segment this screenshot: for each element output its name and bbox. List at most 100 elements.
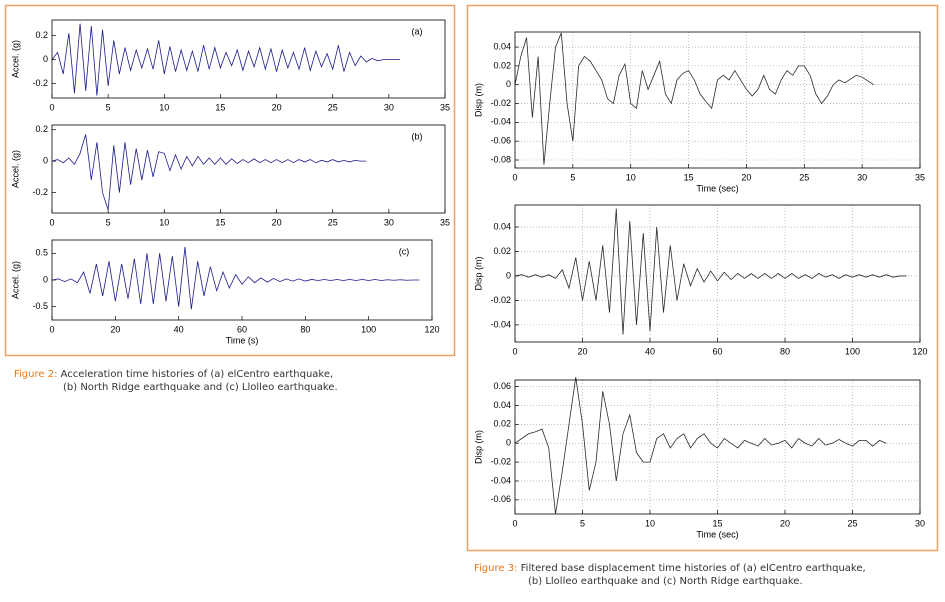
caption-label: Figure 3:: [474, 563, 517, 574]
y-tick-label: -0.04: [490, 475, 511, 485]
plot-frame: [514, 31, 921, 169]
y-tick-label: 0: [43, 54, 48, 64]
y-tick-label: -0.04: [490, 117, 511, 127]
data-line: [51, 246, 420, 310]
y-tick-label: 0: [506, 79, 511, 89]
y-tick-label: -0.06: [490, 494, 511, 504]
x-tick-label: 30: [384, 217, 394, 227]
y-tick-label: 0.2: [35, 124, 48, 134]
data-line: [514, 32, 874, 165]
plot-area: [52, 20, 445, 98]
x-tick-label: 40: [645, 346, 655, 356]
x-tick-label: 25: [328, 217, 338, 227]
caption-text: (b) North Ridge earthquake and (c) Lloll…: [63, 382, 338, 393]
y-tick-label: 0.04: [493, 41, 511, 51]
plot-frame: [51, 239, 433, 321]
y-axis-label: Disp (m): [473, 257, 483, 291]
x-tick-label: 30: [915, 518, 925, 528]
x-tick-label: 20: [272, 102, 282, 112]
x-axis-label: Time (s): [226, 335, 259, 345]
x-tick-label: 10: [159, 217, 169, 227]
y-axis-label: Disp (m): [473, 430, 483, 464]
figure-frame: [4, 4, 456, 357]
y-tick-label: 0: [506, 438, 511, 448]
x-tick-label: 20: [272, 217, 282, 227]
x-tick-label: 5: [580, 518, 585, 528]
x-tick-label: 80: [780, 346, 790, 356]
x-tick-label: 15: [215, 217, 225, 227]
y-tick-label: 0.5: [35, 248, 48, 258]
x-tick-label: 30: [384, 102, 394, 112]
x-tick-label: 100: [845, 346, 860, 356]
y-tick-label: 0.02: [493, 419, 511, 429]
y-tick-label: -0.08: [490, 154, 511, 164]
panel-label: (c): [399, 246, 410, 256]
x-tick-label: 0: [49, 217, 54, 227]
x-axis-label: Time (sec): [696, 183, 738, 193]
data-line: [514, 377, 887, 515]
x-tick-label: 20: [110, 324, 120, 334]
data-line: [514, 208, 907, 335]
y-tick-label: -0.06: [490, 136, 511, 146]
plot-area: [52, 125, 445, 213]
panel-label: (a): [412, 26, 423, 36]
x-tick-label: 120: [424, 324, 439, 334]
x-tick-label: 15: [684, 172, 694, 182]
x-tick-label: 60: [712, 346, 722, 356]
y-tick-label: 0.04: [493, 400, 511, 410]
y-tick-label: -0.2: [32, 78, 48, 88]
x-tick-label: 40: [174, 324, 184, 334]
x-tick-label: 0: [512, 172, 517, 182]
x-tick-label: 5: [570, 172, 575, 182]
x-tick-label: 30: [857, 172, 867, 182]
plot-area: [515, 32, 920, 168]
x-tick-label: 0: [49, 324, 54, 334]
x-tick-label: 15: [712, 518, 722, 528]
y-tick-label: -0.02: [490, 295, 511, 305]
x-tick-label: 120: [912, 346, 927, 356]
y-tick-label: -0.02: [490, 456, 511, 466]
y-tick-label: 0.02: [493, 246, 511, 256]
x-tick-label: 60: [237, 324, 247, 334]
caption-text: Acceleration time histories of (a) elCen…: [61, 369, 334, 380]
x-tick-label: 0: [512, 518, 517, 528]
x-tick-label: 10: [645, 518, 655, 528]
x-tick-label: 20: [741, 172, 751, 182]
x-tick-label: 15: [215, 102, 225, 112]
y-tick-label: -0.02: [490, 98, 511, 108]
x-tick-label: 35: [440, 217, 450, 227]
y-tick-label: 0.02: [493, 60, 511, 70]
y-tick-label: -0.04: [490, 319, 511, 329]
x-tick-label: 0: [49, 102, 54, 112]
y-tick-label: 0: [43, 274, 48, 284]
plot-area: [515, 205, 920, 342]
plot-frame: [514, 379, 921, 515]
x-tick-label: 35: [915, 172, 925, 182]
y-tick-label: -0.5: [32, 301, 48, 311]
x-tick-label: 25: [847, 518, 857, 528]
x-tick-label: 5: [106, 102, 111, 112]
x-tick-label: 20: [780, 518, 790, 528]
caption: Figure 2: Acceleration time histories of…: [14, 369, 333, 380]
y-axis-label: Accel. (g): [10, 150, 20, 188]
caption-label: Figure 2:: [14, 369, 57, 380]
x-tick-label: 25: [799, 172, 809, 182]
caption-text: Filtered base displacement time historie…: [521, 563, 866, 574]
x-axis-label: Time (sec): [696, 529, 738, 539]
x-tick-label: 5: [106, 217, 111, 227]
x-tick-label: 100: [361, 324, 376, 334]
x-tick-label: 25: [328, 102, 338, 112]
y-axis-label: Disp (m): [473, 83, 483, 117]
caption: Figure 3: Filtered base displacement tim…: [474, 563, 866, 574]
x-tick-label: 80: [300, 324, 310, 334]
y-tick-label: 0.06: [493, 381, 511, 391]
data-line: [51, 134, 367, 210]
x-tick-label: 20: [577, 346, 587, 356]
caption-text: (b) Llolleo earthquake and (c) North Rid…: [528, 576, 803, 587]
x-tick-label: 10: [159, 102, 169, 112]
plot-frame: [51, 124, 446, 214]
y-tick-label: 0.2: [35, 30, 48, 40]
plot-frame: [51, 19, 446, 99]
x-tick-label: 10: [626, 172, 636, 182]
